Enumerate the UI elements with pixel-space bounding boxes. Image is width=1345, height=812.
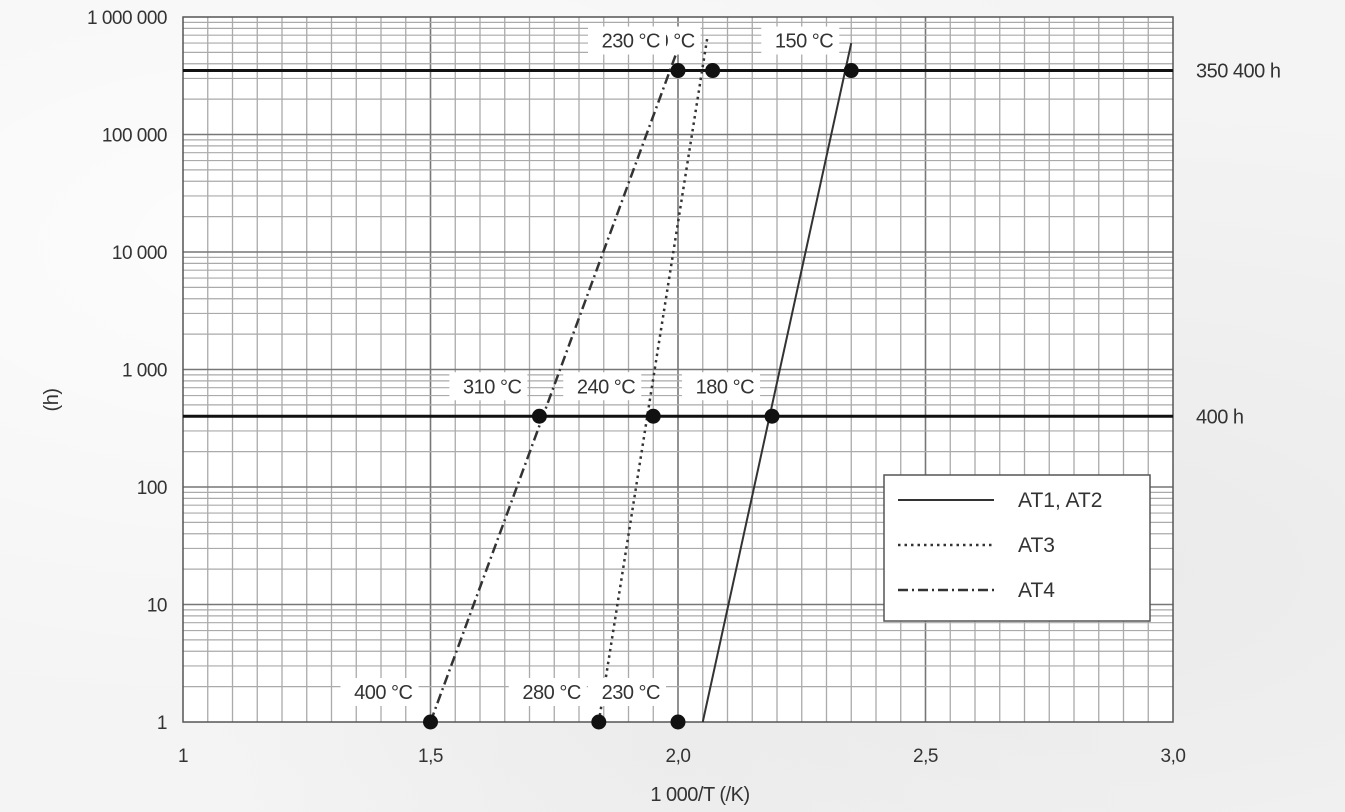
x-tick-label: 1 xyxy=(178,746,188,767)
data-point xyxy=(671,715,686,730)
data-point xyxy=(844,63,859,78)
data-point-label: 400 °C xyxy=(354,682,412,704)
reference-line-label: 400 h xyxy=(1196,406,1244,428)
y-tick-label: 1 000 xyxy=(122,361,167,382)
data-point-label: 240 °C xyxy=(577,376,635,398)
y-tick-label: 100 xyxy=(137,478,167,499)
y-tick-label: 1 xyxy=(157,713,167,734)
data-point xyxy=(423,715,438,730)
y-tick-label: 10 xyxy=(147,596,167,617)
data-point xyxy=(765,409,780,424)
legend-box xyxy=(884,475,1150,621)
legend-label: AT1, AT2 xyxy=(1018,489,1102,512)
x-tick-label: 2,5 xyxy=(913,746,938,767)
data-point-label: 310 °C xyxy=(463,376,521,398)
x-tick-label: 2,0 xyxy=(666,746,691,767)
data-point-label: 230 °C xyxy=(602,682,660,704)
data-point xyxy=(591,715,606,730)
legend-label: AT4 xyxy=(1018,579,1055,602)
legend-label: AT3 xyxy=(1018,534,1055,557)
x-tick-label: 3,0 xyxy=(1161,746,1186,767)
data-point-label: 230 °C xyxy=(602,31,660,53)
x-tick-label: 1,5 xyxy=(418,746,443,767)
data-point-label: 150 °C xyxy=(775,31,833,53)
y-tick-label: 100 000 xyxy=(102,126,167,147)
y-tick-label: 1 000 000 xyxy=(87,8,167,29)
data-point xyxy=(532,409,547,424)
data-point xyxy=(646,409,661,424)
x-axis-title: 1 000/T (/K) xyxy=(650,784,749,806)
data-point-label: 180 °C xyxy=(696,376,754,398)
data-point xyxy=(705,63,720,78)
y-tick-label: 10 000 xyxy=(112,243,167,264)
data-point xyxy=(671,63,686,78)
legend: AT1, AT2 AT3 AT4 xyxy=(884,475,1150,621)
y-axis-title: (h) xyxy=(41,389,63,412)
data-point-label: 280 °C xyxy=(522,682,580,704)
reference-line-label: 350 400 h xyxy=(1196,61,1280,83)
